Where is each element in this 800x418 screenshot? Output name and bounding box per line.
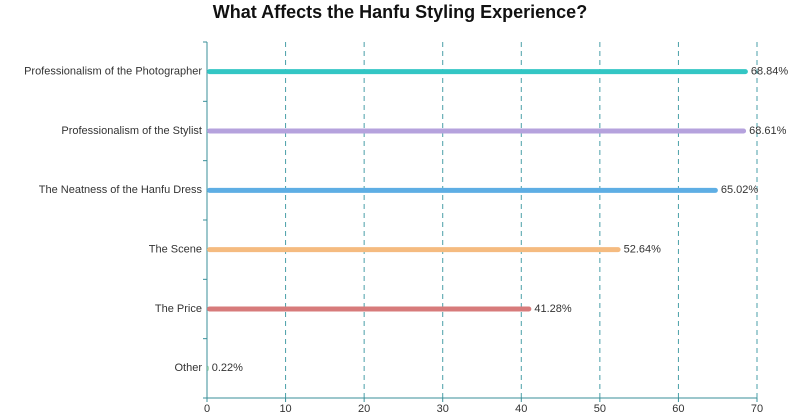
bar	[207, 128, 747, 134]
y-tick-label: Professionalism of the Photographer	[24, 66, 202, 78]
x-tick-label: 60	[672, 403, 684, 415]
value-label: 0.22%	[212, 362, 243, 374]
bar	[207, 365, 209, 371]
x-tick-label: 50	[594, 403, 606, 415]
x-tick-label: 20	[358, 403, 370, 415]
x-tick-label: 10	[279, 403, 291, 415]
y-tick-label: The Neatness of the Hanfu Dress	[39, 184, 203, 196]
bar	[207, 69, 748, 75]
x-tick-label: 40	[515, 403, 527, 415]
value-label: 68.61%	[749, 125, 787, 137]
value-label: 68.84%	[751, 66, 789, 78]
bar	[207, 247, 621, 253]
value-label: 65.02%	[721, 184, 759, 196]
value-label: 41.28%	[534, 303, 572, 315]
y-tick-label: Professionalism of the Stylist	[61, 125, 202, 137]
x-tick-label: 0	[204, 403, 210, 415]
x-tick-label: 30	[437, 403, 449, 415]
chart-title: What Affects the Hanfu Styling Experienc…	[213, 2, 587, 22]
value-label: 52.64%	[624, 244, 662, 256]
y-tick-label: Other	[174, 362, 202, 374]
y-tick-label: The Price	[155, 303, 202, 315]
x-tick-label: 70	[751, 403, 763, 415]
bar	[207, 306, 532, 312]
y-tick-label: The Scene	[149, 244, 202, 256]
bar	[207, 187, 718, 193]
